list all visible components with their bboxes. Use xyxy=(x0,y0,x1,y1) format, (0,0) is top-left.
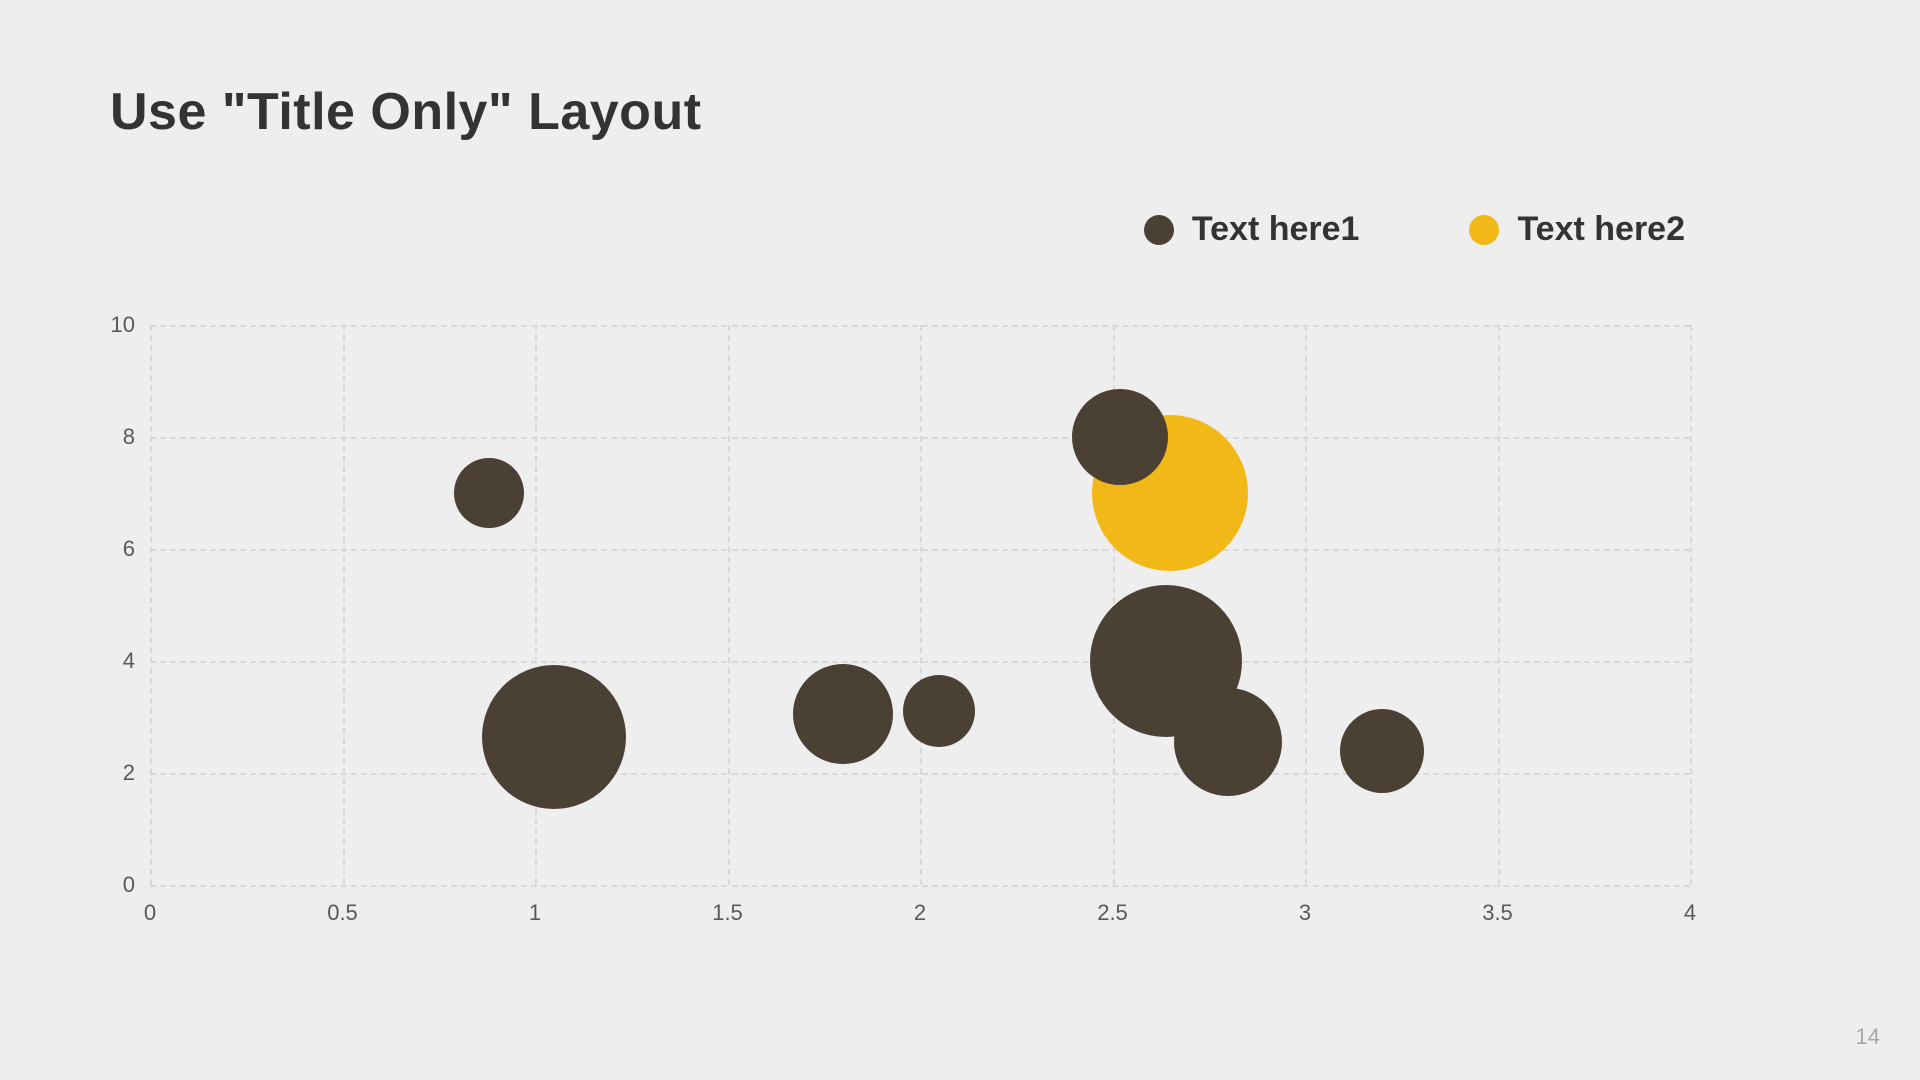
bubble-text-here1-1 xyxy=(1072,389,1168,485)
x-axis-tick: 1.5 xyxy=(712,900,743,926)
legend-swatch-icon xyxy=(1144,215,1174,245)
x-axis-tick: 3 xyxy=(1299,900,1311,926)
slide: Use "Title Only" Layout Text here1Text h… xyxy=(0,0,1920,1080)
gridline-v xyxy=(920,325,922,885)
x-axis-tick: 0 xyxy=(144,900,156,926)
y-axis-tick: 10 xyxy=(85,312,135,338)
x-axis-tick: 3.5 xyxy=(1482,900,1513,926)
page-number: 14 xyxy=(1856,1024,1880,1050)
x-axis-tick: 0.5 xyxy=(327,900,358,926)
x-axis-tick: 4 xyxy=(1684,900,1696,926)
y-axis-tick: 4 xyxy=(85,648,135,674)
x-axis-tick: 2.5 xyxy=(1097,900,1128,926)
legend-label: Text here1 xyxy=(1192,210,1360,249)
legend-item-1: Text here2 xyxy=(1469,210,1685,249)
bubble-text-here1-7 xyxy=(1340,709,1424,793)
legend-swatch-icon xyxy=(1469,215,1499,245)
page-title: Use "Title Only" Layout xyxy=(110,82,702,142)
gridline-v xyxy=(1305,325,1307,885)
legend-label: Text here2 xyxy=(1517,210,1685,249)
x-axis-tick: 2 xyxy=(914,900,926,926)
bubble-chart: 024681000.511.522.533.54 xyxy=(150,325,1690,885)
y-axis-tick: 8 xyxy=(85,424,135,450)
y-axis-tick: 6 xyxy=(85,536,135,562)
bubble-text-here1-3 xyxy=(793,664,893,764)
chart-legend: Text here1 Text here2 xyxy=(1144,210,1685,249)
bubble-text-here1-0 xyxy=(454,458,524,528)
gridline-v xyxy=(150,325,152,885)
gridline-v xyxy=(343,325,345,885)
y-axis-tick: 2 xyxy=(85,760,135,786)
bubble-text-here1-4 xyxy=(903,675,975,747)
gridline-h xyxy=(150,885,1690,887)
y-axis-tick: 0 xyxy=(85,872,135,898)
gridline-v xyxy=(1690,325,1692,885)
legend-item-0: Text here1 xyxy=(1144,210,1360,249)
gridline-v xyxy=(1498,325,1500,885)
gridline-v xyxy=(728,325,730,885)
bubble-text-here1-6 xyxy=(1174,688,1282,796)
x-axis-tick: 1 xyxy=(529,900,541,926)
bubble-text-here1-2 xyxy=(482,665,626,809)
